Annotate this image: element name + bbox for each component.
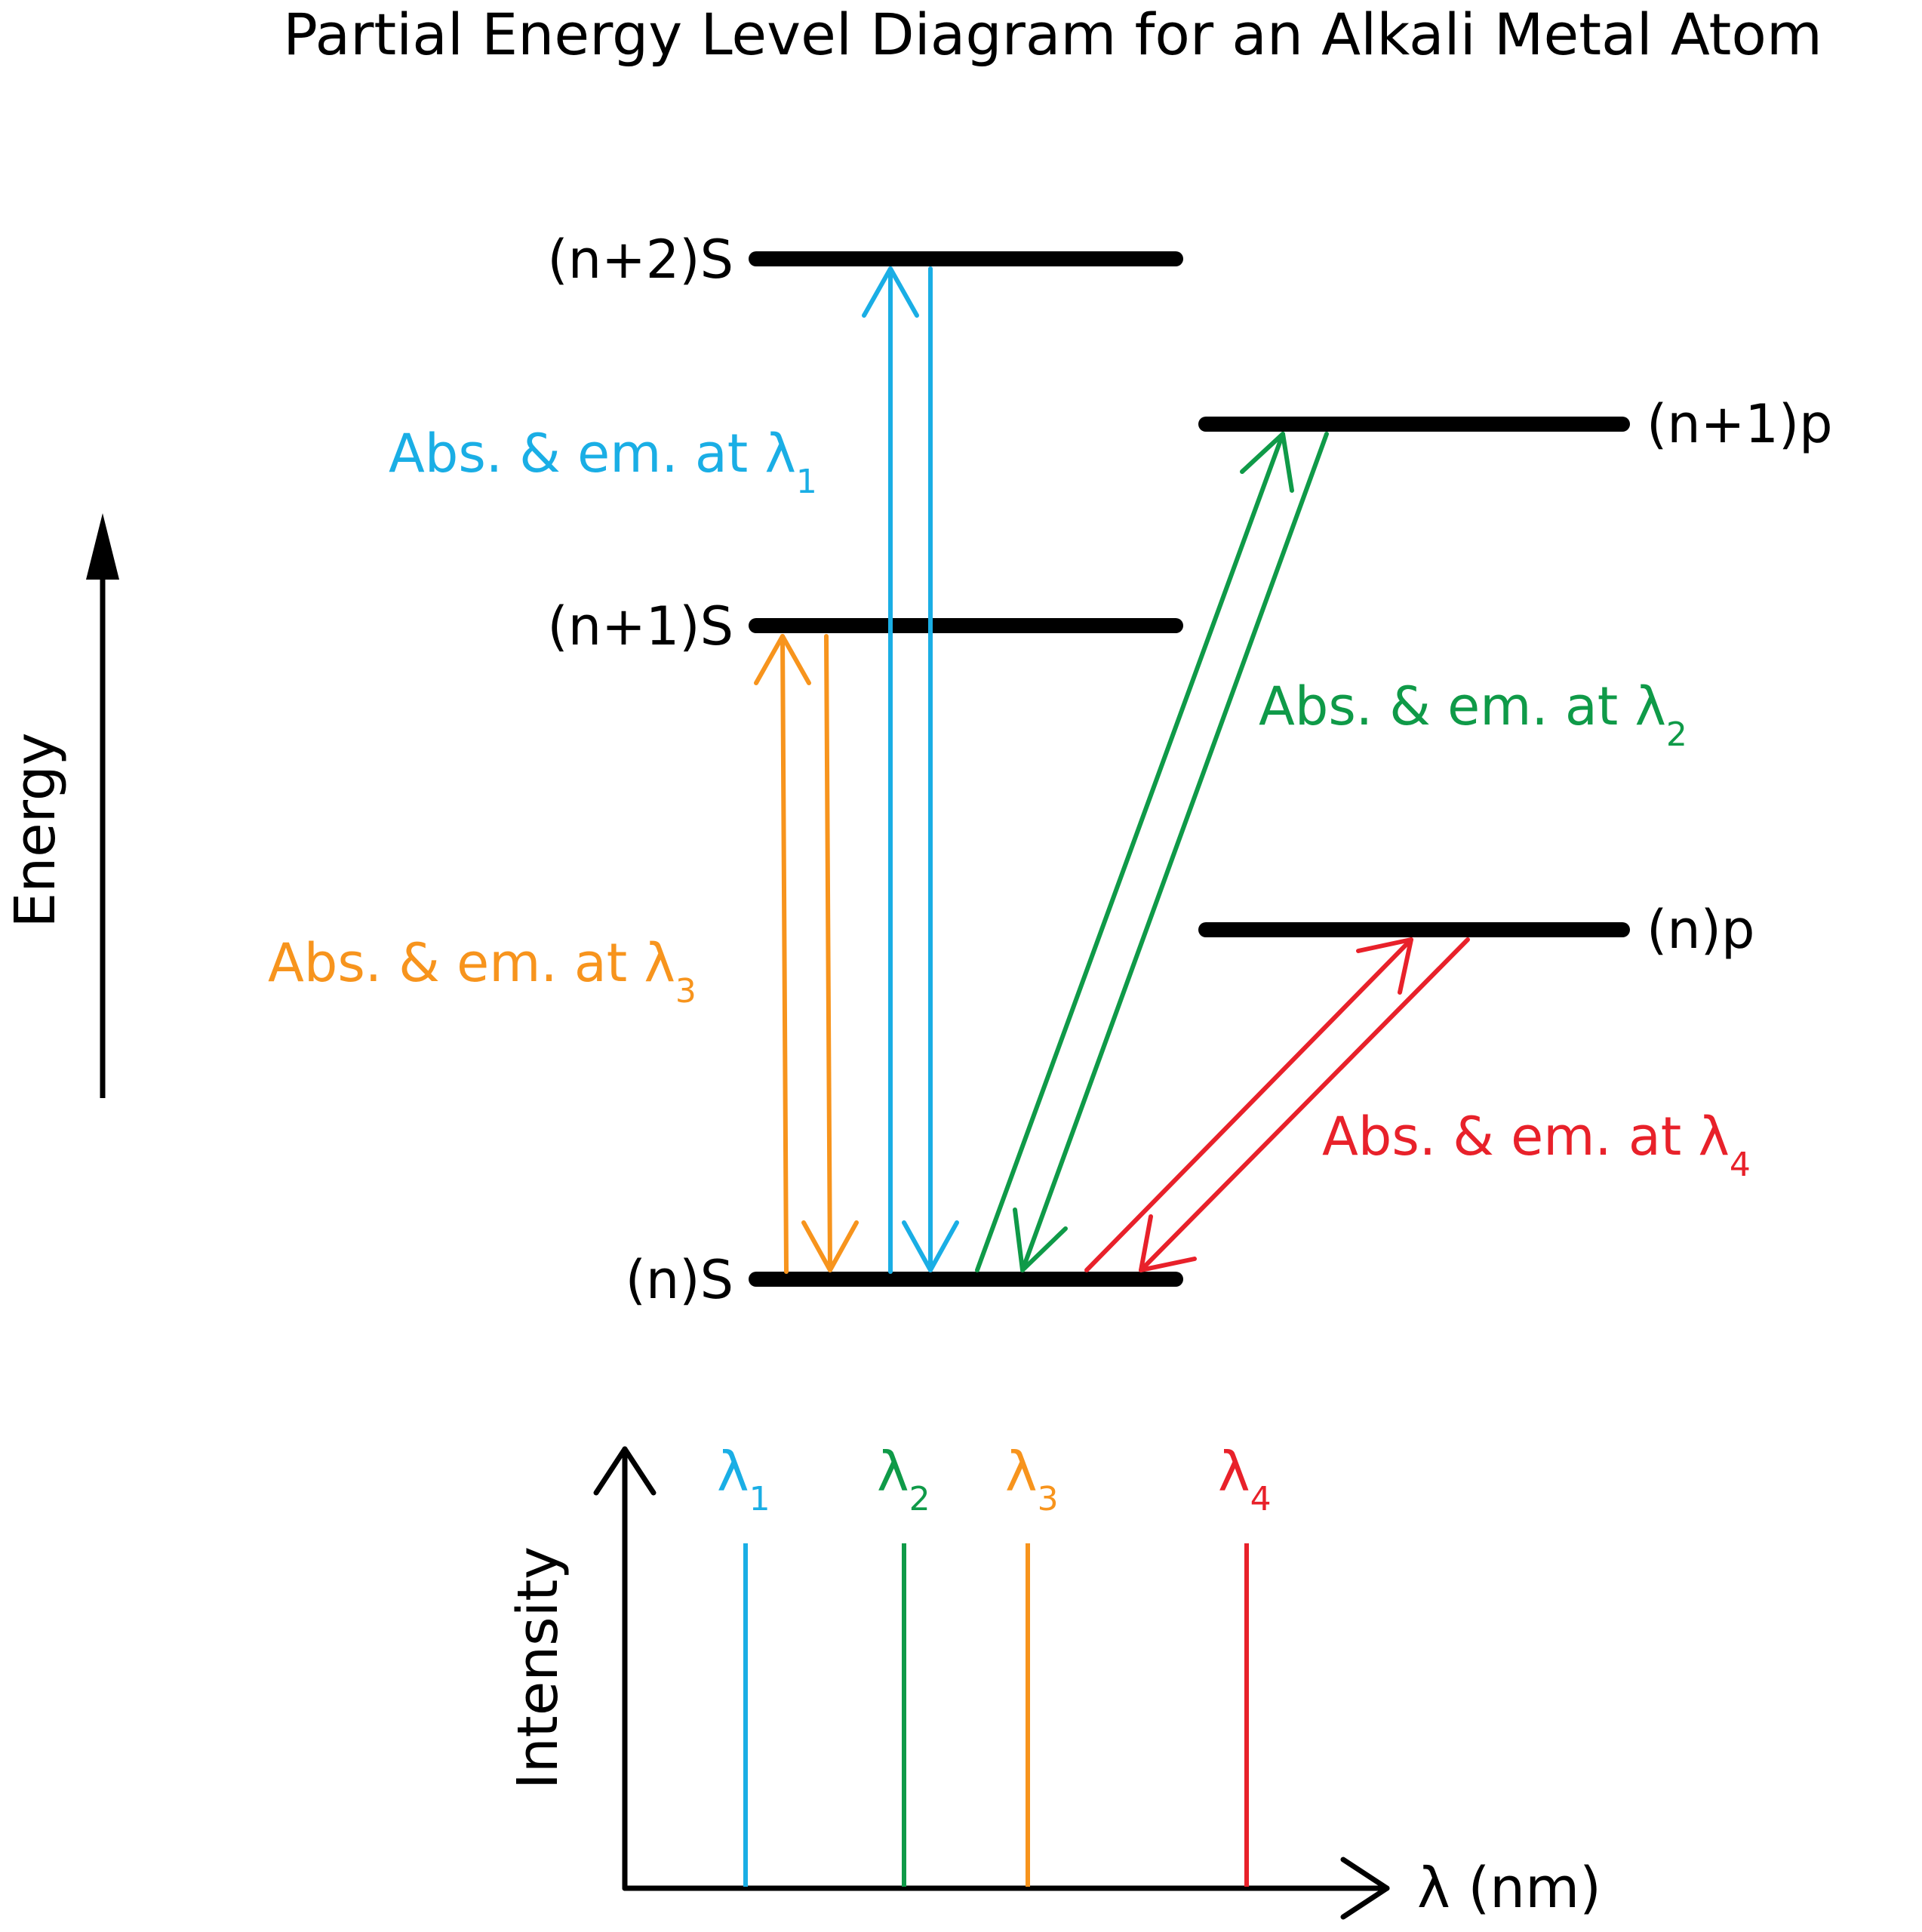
spectrum-wavelength-arrowhead [1340,1857,1390,1920]
diagram-title: Partial Energy Level Diagram for an Alka… [283,1,1822,68]
spectrum-intensity-label: Intensity [506,1546,570,1789]
lambda4-emission-arrowhead [1139,1214,1197,1272]
transition-lambda2-arrows [975,432,1329,1272]
transition-lambda1-arrows [862,266,959,1274]
spectrum-wavelength-label: λ (nm) [1417,1856,1601,1921]
transition-lambda2-label: Abs. & em. at λ2 [1259,675,1687,754]
energy-axis-arrowhead [86,513,119,580]
lambda4-absorption-arrow [1084,937,1413,1272]
lambda3-absorption-arrow [780,634,789,1274]
spectrum-label-lambda4: λ4 [1218,1440,1272,1518]
transition-lambda3-label: Abs. & em. at λ3 [268,932,697,1011]
level-n1s-label: (n+1)S [547,595,733,657]
level-np-label: (n)p [1647,899,1754,961]
energy-axis-label: Energy [3,732,68,928]
spectrum-label-lambda1: λ1 [717,1440,770,1518]
level-n1p-label: (n+1)p [1647,393,1833,455]
lambda2-absorption-arrowhead [1240,432,1294,493]
lambda2-emission-arrowhead [1013,1208,1068,1272]
spectrum-intensity-arrowhead [593,1446,657,1496]
transition-lambda1-label: Abs. & em. at λ1 [389,423,817,501]
level-n2s-label: (n+2)S [547,229,733,291]
spectrum-label-lambda2: λ2 [877,1440,930,1518]
lambda2-absorption-arrow [975,432,1285,1272]
lambda4-emission-arrow [1139,937,1470,1272]
lambda4-absorption-arrowhead [1356,937,1413,995]
lambda1-emission-arrowhead [902,1220,959,1272]
lambda3-emission-arrowhead [801,1220,859,1272]
lambda3-absorption-arrowhead [754,634,811,685]
transition-lambda3-arrows [754,634,859,1274]
level-ns-label: (n)S [626,1249,733,1311]
transition-lambda4-label: Abs. & em. at λ4 [1322,1106,1751,1184]
lambda1-absorption-arrowhead [862,266,919,318]
spectrum-label-lambda3: λ3 [1005,1440,1059,1518]
transition-lambda4-arrows [1084,937,1470,1272]
lambda3-emission-arrow [824,634,832,1272]
lambda2-emission-arrow [1020,432,1329,1272]
